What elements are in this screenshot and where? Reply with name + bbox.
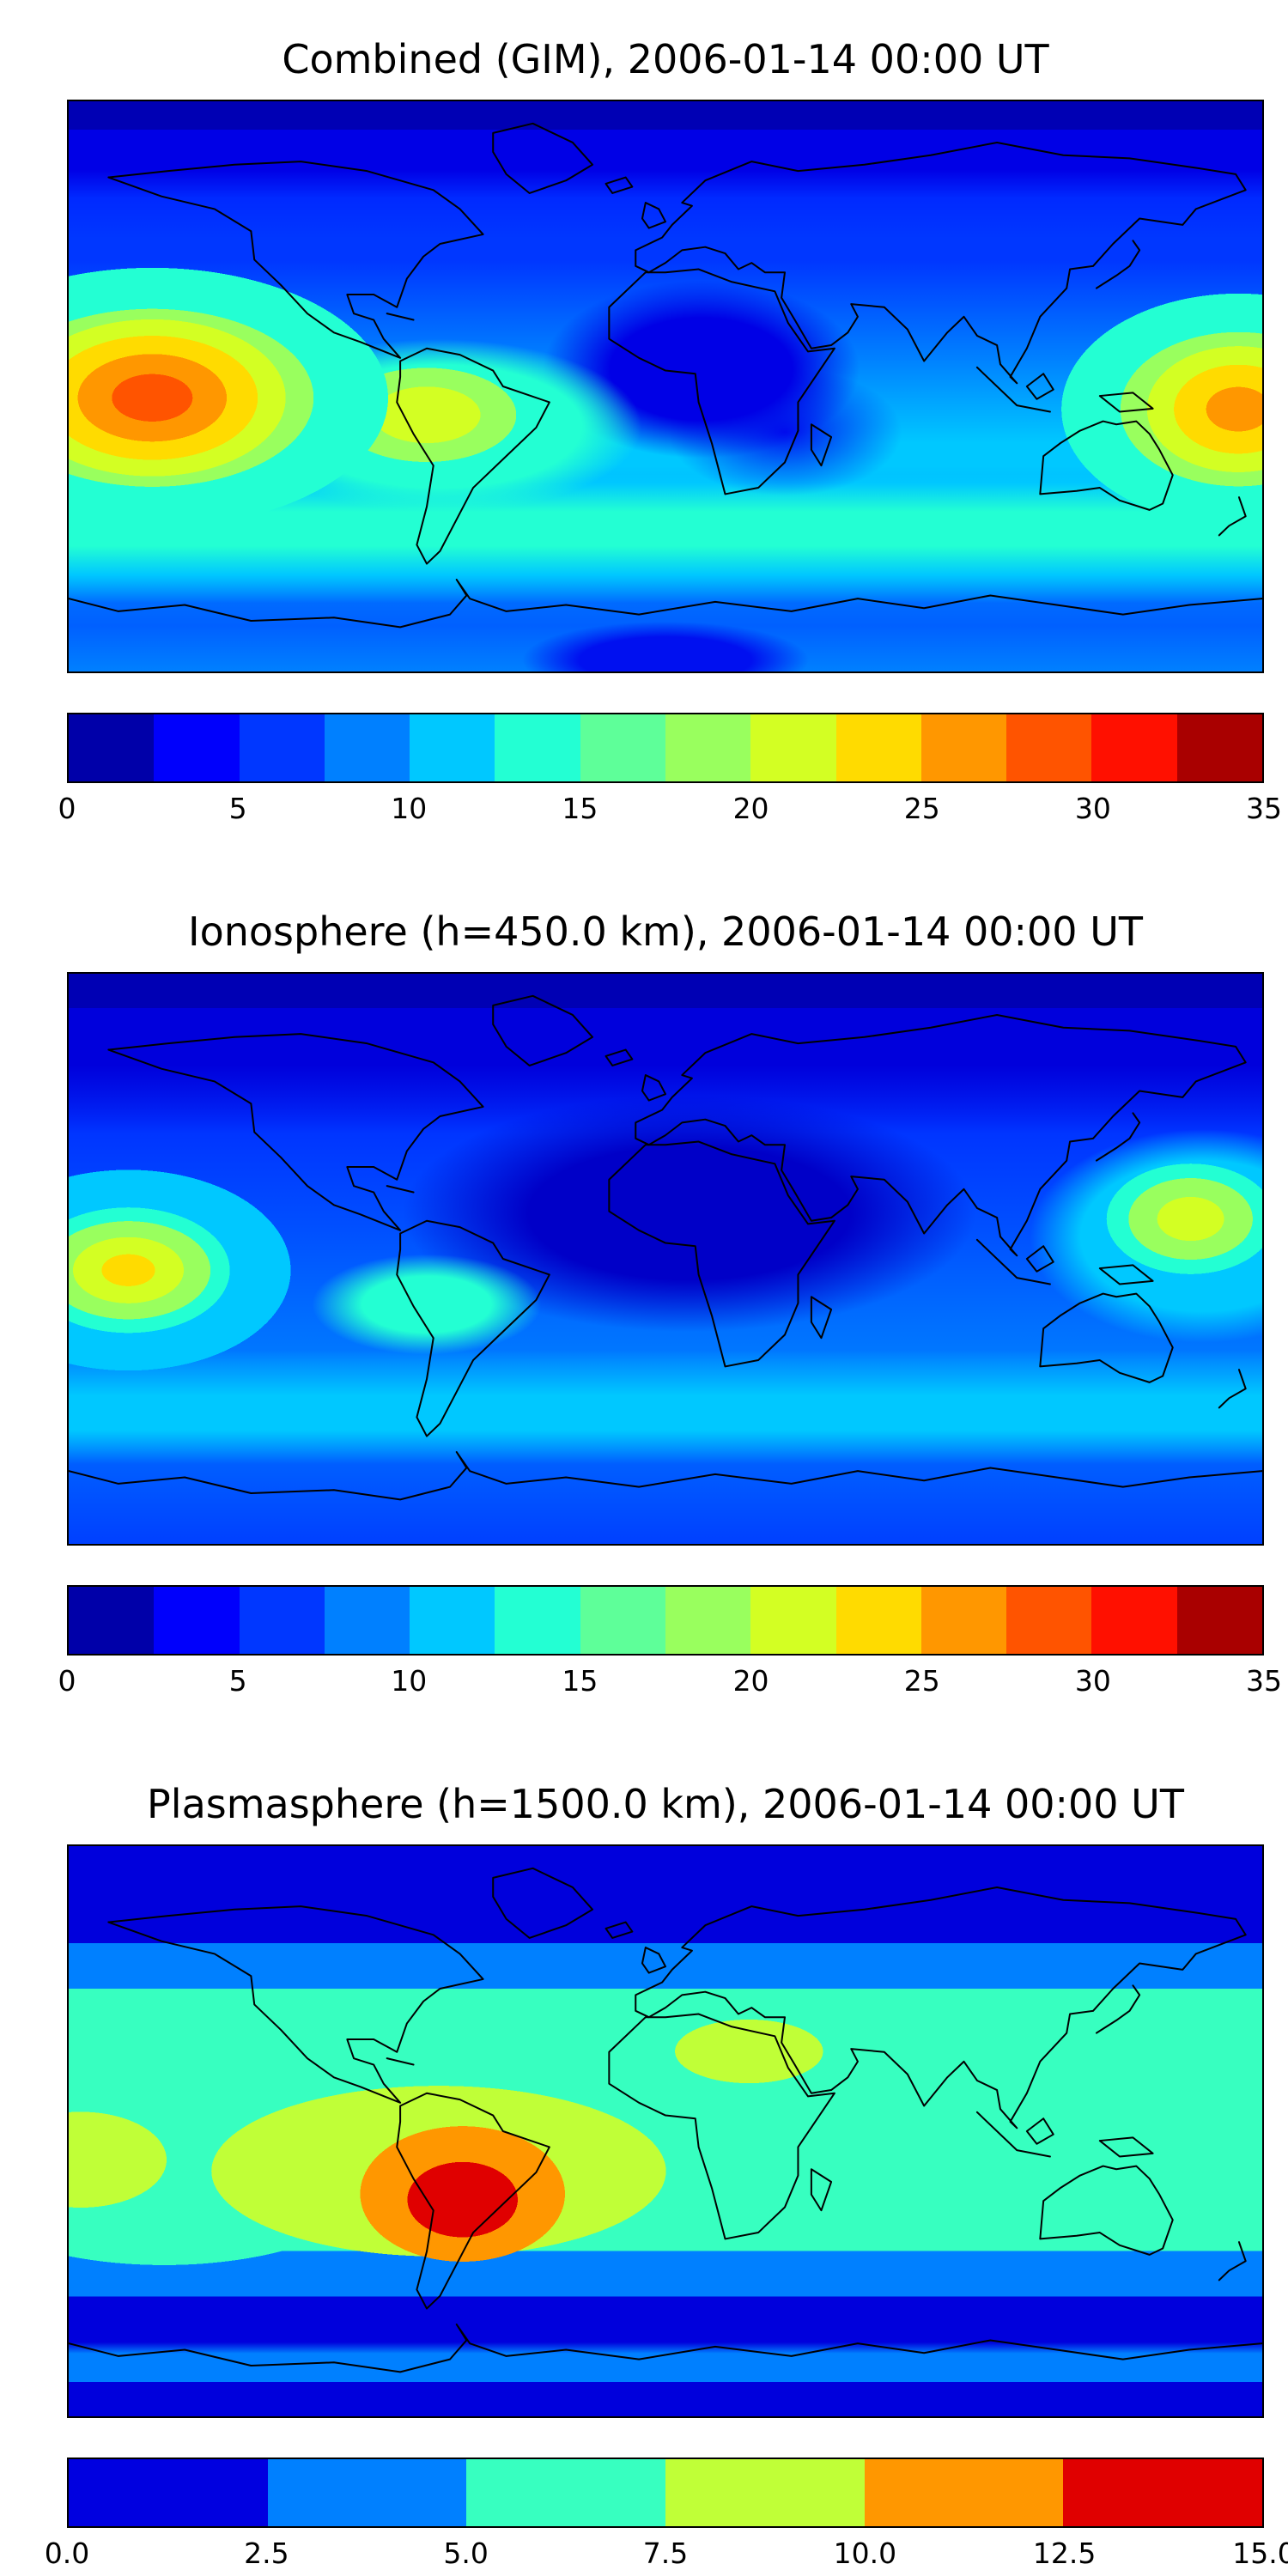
coastlines-overlay — [69, 974, 1262, 1544]
colorbar-tick-label: 0 — [58, 792, 76, 825]
colorbar-tick-label: 35 — [1246, 1664, 1282, 1698]
panel-ionosphere: Ionosphere (h=450.0 km), 2006-01-14 00:0… — [58, 908, 1283, 1702]
colorbar-segment — [750, 714, 836, 781]
colorbar-segment — [665, 714, 751, 781]
colorbar-segment — [69, 2459, 268, 2526]
panel-title: Ionosphere (h=450.0 km), 2006-01-14 00:0… — [188, 908, 1143, 955]
colorbar-segment — [835, 714, 921, 781]
colorbar-segment — [495, 1587, 580, 1654]
colorbar-segment — [1091, 1587, 1177, 1654]
colorbar-tick-label: 15 — [562, 792, 598, 825]
colorbar-segment — [920, 714, 1007, 781]
colorbar-segment — [495, 714, 580, 781]
colorbar-tick-label: 10 — [391, 1664, 428, 1698]
colorbar-tick-label: 5 — [228, 792, 247, 825]
colorbar-tick-label: 10.0 — [833, 2537, 897, 2570]
coastlines-overlay — [69, 101, 1262, 671]
colorbar-segment — [920, 1587, 1007, 1654]
colorbar-segment — [69, 1587, 155, 1654]
panel-combined-gim: Combined (GIM), 2006-01-14 00:00 UT 0 5 10… — [58, 36, 1283, 829]
colorbar-segment — [580, 1587, 665, 1654]
colorbar-tick-label: 0.0 — [44, 2537, 90, 2570]
colorbar-ticks-ionosphere: 0 5 10 15 20 25 30 35 — [58, 1664, 1283, 1702]
colorbar-tick-label: 2.5 — [244, 2537, 289, 2570]
colorbar-plasmasphere — [67, 2458, 1264, 2528]
colorbar-tick-label: 35 — [1246, 792, 1282, 825]
colorbar-tick-label: 10 — [391, 792, 428, 825]
colorbar-segment — [1176, 1587, 1262, 1654]
colorbar-ionosphere — [67, 1585, 1264, 1656]
panel-plasmasphere: Plasmasphere (h=1500.0 km), 2006-01-14 0… — [45, 1781, 1288, 2574]
colorbar-segment — [580, 714, 665, 781]
colorbar-segment — [864, 2459, 1064, 2526]
colorbar-segment — [410, 714, 495, 781]
panel-title: Combined (GIM), 2006-01-14 00:00 UT — [282, 36, 1049, 82]
colorbar-combined — [67, 713, 1264, 783]
colorbar-tick-label: 0 — [58, 1664, 76, 1698]
colorbar-tick-label: 25 — [903, 1664, 940, 1698]
colorbar-segment — [665, 2459, 865, 2526]
map-ionosphere — [67, 972, 1264, 1546]
colorbar-segment — [69, 714, 155, 781]
colorbar-segment — [154, 1587, 240, 1654]
colorbar-segment — [750, 1587, 836, 1654]
colorbar-segment — [1006, 714, 1092, 781]
colorbar-tick-label: 25 — [903, 792, 940, 825]
map-combined-gim — [67, 100, 1264, 673]
colorbar-segment — [1063, 2459, 1263, 2526]
colorbar-segment — [665, 1587, 751, 1654]
colorbar-ticks-combined: 0 5 10 15 20 25 30 35 — [58, 792, 1283, 829]
colorbar-tick-label: 15 — [562, 1664, 598, 1698]
colorbar-tick-label: 20 — [732, 792, 769, 825]
colorbar-segment — [466, 2459, 666, 2526]
colorbar-segment — [835, 1587, 921, 1654]
colorbar-tick-label: 5.0 — [443, 2537, 489, 2570]
colorbar-tick-label: 12.5 — [1032, 2537, 1097, 2570]
colorbar-segment — [324, 1587, 410, 1654]
colorbar-segment — [1006, 1587, 1092, 1654]
colorbar-tick-label: 20 — [732, 1664, 769, 1698]
panel-title: Plasmasphere (h=1500.0 km), 2006-01-14 0… — [147, 1781, 1184, 1827]
colorbar-segment — [1176, 714, 1262, 781]
colorbar-segment — [324, 714, 410, 781]
colorbar-segment — [239, 714, 325, 781]
colorbar-segment — [1091, 714, 1177, 781]
colorbar-tick-label: 30 — [1074, 792, 1111, 825]
colorbar-segment — [239, 1587, 325, 1654]
colorbar-ticks-plasmasphere: 0.0 2.5 5.0 7.5 10.0 12.5 15.0 — [45, 2537, 1288, 2574]
map-plasmasphere — [67, 1844, 1264, 2418]
coastlines-overlay — [69, 1846, 1262, 2416]
colorbar-tick-label: 5 — [228, 1664, 247, 1698]
colorbar-tick-label: 7.5 — [642, 2537, 689, 2570]
colorbar-tick-label: 30 — [1074, 1664, 1111, 1698]
colorbar-tick-label: 15.0 — [1232, 2537, 1288, 2570]
colorbar-segment — [410, 1587, 495, 1654]
colorbar-segment — [267, 2459, 467, 2526]
colorbar-segment — [154, 714, 240, 781]
